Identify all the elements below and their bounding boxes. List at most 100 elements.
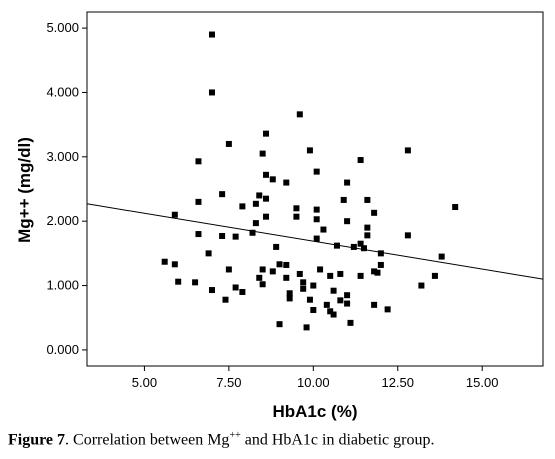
data-point: [327, 272, 334, 279]
data-point: [357, 272, 364, 279]
data-point: [195, 231, 202, 238]
caption-text-end: and HbA1c in diabetic group.: [240, 431, 435, 449]
data-point: [276, 261, 283, 268]
data-point: [175, 278, 182, 285]
data-point: [283, 261, 290, 268]
data-point: [317, 266, 324, 273]
data-point: [225, 266, 232, 273]
data-point: [263, 130, 270, 137]
y-tick-label: 1.000: [46, 278, 79, 293]
data-point: [171, 261, 178, 268]
plot-area: [86, 11, 544, 367]
data-point: [249, 229, 256, 236]
data-point: [269, 176, 276, 183]
figure-caption: Figure 7. Correlation between Mg++ and H…: [8, 430, 434, 449]
data-point: [252, 200, 259, 207]
data-point: [161, 258, 168, 265]
data-point: [384, 306, 391, 313]
x-tick-label: 7.50: [216, 375, 241, 390]
data-point: [303, 324, 310, 331]
scatter-chart: 0.000 1.000 2.000 3.000 4.000 5.000 5.00 7.50 1…: [15, 11, 544, 421]
data-point: [232, 233, 239, 240]
data-point: [256, 192, 263, 199]
data-point: [239, 288, 246, 295]
y-axis-ticks: 0.000 1.000 2.000 3.000 4.000 5.000: [46, 20, 87, 357]
data-point: [371, 268, 378, 275]
data-point: [364, 196, 371, 203]
data-point: [222, 296, 229, 303]
data-point: [344, 179, 351, 186]
data-point: [256, 274, 263, 281]
data-point: [337, 297, 344, 304]
data-point: [259, 150, 266, 157]
data-point: [263, 213, 270, 220]
data-point: [269, 268, 276, 275]
data-point: [252, 220, 259, 227]
caption-label: Figure 7: [8, 431, 66, 449]
data-point: [330, 311, 337, 318]
data-point: [205, 250, 212, 257]
data-point: [208, 287, 215, 294]
data-point: [171, 211, 178, 218]
data-point: [377, 261, 384, 268]
y-tick-label: 3.000: [46, 149, 79, 164]
data-point: [300, 279, 307, 286]
y-axis-title: Mg++ (mg/dl): [15, 137, 34, 243]
data-point: [371, 301, 378, 308]
data-point: [300, 285, 307, 292]
x-tick-label: 5.00: [132, 375, 157, 390]
data-point: [306, 296, 313, 303]
data-points: [161, 31, 459, 331]
data-point: [327, 308, 334, 315]
x-axis-ticks: 5.00 7.50 10.00 12.50 15.00: [132, 366, 499, 390]
data-point: [344, 292, 351, 299]
caption-text: . Correlation between Mg: [65, 431, 230, 449]
data-point: [371, 209, 378, 216]
data-point: [276, 321, 283, 328]
x-tick-label: 15.00: [466, 375, 499, 390]
y-tick-label: 4.000: [46, 84, 79, 99]
data-point: [296, 270, 303, 277]
data-point: [333, 242, 340, 249]
y-tick-label: 2.000: [46, 213, 79, 228]
data-point: [208, 89, 215, 96]
data-point: [195, 158, 202, 165]
data-point: [347, 319, 354, 326]
data-point: [259, 281, 266, 288]
data-point: [344, 218, 351, 225]
data-point: [225, 140, 232, 147]
data-point: [293, 205, 300, 212]
data-point: [330, 287, 337, 294]
data-point: [357, 157, 364, 164]
data-point: [364, 224, 371, 231]
data-point: [208, 31, 215, 38]
data-point: [306, 147, 313, 154]
data-point: [320, 226, 327, 233]
data-point: [273, 243, 280, 250]
data-point: [452, 204, 459, 211]
data-point: [232, 284, 239, 291]
data-point: [438, 253, 445, 260]
data-point: [404, 232, 411, 239]
data-point: [357, 240, 364, 247]
data-point: [313, 206, 320, 213]
data-point: [344, 300, 351, 307]
data-point: [219, 191, 226, 198]
x-tick-label: 10.00: [297, 375, 330, 390]
data-point: [431, 272, 438, 279]
data-point: [195, 198, 202, 205]
data-point: [296, 111, 303, 118]
data-point: [350, 243, 357, 250]
data-point: [283, 179, 290, 186]
data-point: [374, 269, 381, 276]
x-axis-title: HbA1c (%): [272, 402, 357, 421]
data-point: [192, 279, 199, 286]
data-point: [340, 196, 347, 203]
data-point: [313, 216, 320, 223]
data-point: [313, 168, 320, 175]
data-point: [263, 195, 270, 202]
data-point: [293, 213, 300, 220]
data-point: [418, 282, 425, 289]
data-point: [313, 235, 320, 242]
data-point: [323, 301, 330, 308]
